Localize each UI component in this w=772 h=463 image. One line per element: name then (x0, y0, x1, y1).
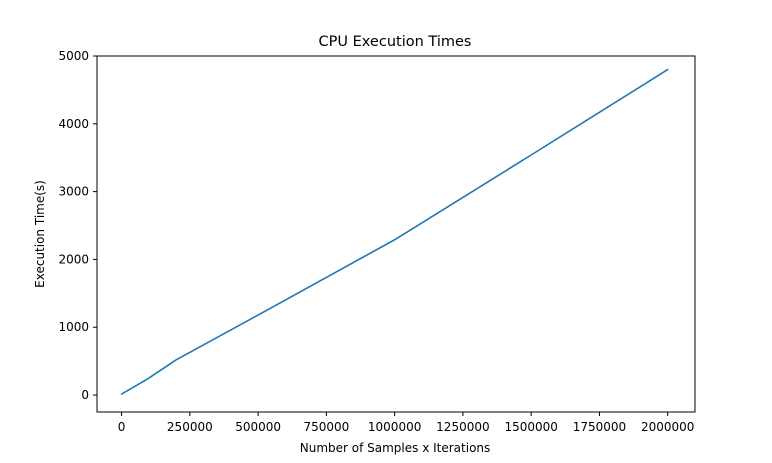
y-tick-label: 2000 (58, 252, 89, 266)
plot-area (120, 68, 669, 395)
x-tick-label: 1750000 (573, 420, 626, 434)
x-tick-label: 1500000 (504, 420, 557, 434)
x-tick-label: 0 (118, 420, 126, 434)
y-axis: 0 1000 2000 3000 4000 5000 (58, 49, 97, 402)
x-tick-label: 250000 (167, 420, 213, 434)
y-tick-label: 4000 (58, 117, 89, 131)
y-axis-label: Execution Time(s) (33, 180, 47, 288)
x-axis: 0 250000 500000 750000 1000000 1250000 1500000… (118, 412, 694, 434)
x-tick-label: 1250000 (436, 420, 489, 434)
x-axis-label: Number of Samples x Iterations (300, 441, 491, 455)
x-tick-label: 2000000 (641, 420, 694, 434)
y-tick-label: 3000 (58, 185, 89, 199)
x-tick-label: 1000000 (368, 420, 421, 434)
y-tick-label: 5000 (58, 49, 89, 63)
x-tick-label: 750000 (303, 420, 349, 434)
x-tick-label: 500000 (235, 420, 281, 434)
y-tick-label: 1000 (58, 320, 89, 334)
y-tick-label: 0 (81, 388, 89, 402)
series-line (120, 68, 669, 395)
plot-frame (96, 55, 696, 413)
chart-title: CPU Execution Times (319, 34, 472, 50)
